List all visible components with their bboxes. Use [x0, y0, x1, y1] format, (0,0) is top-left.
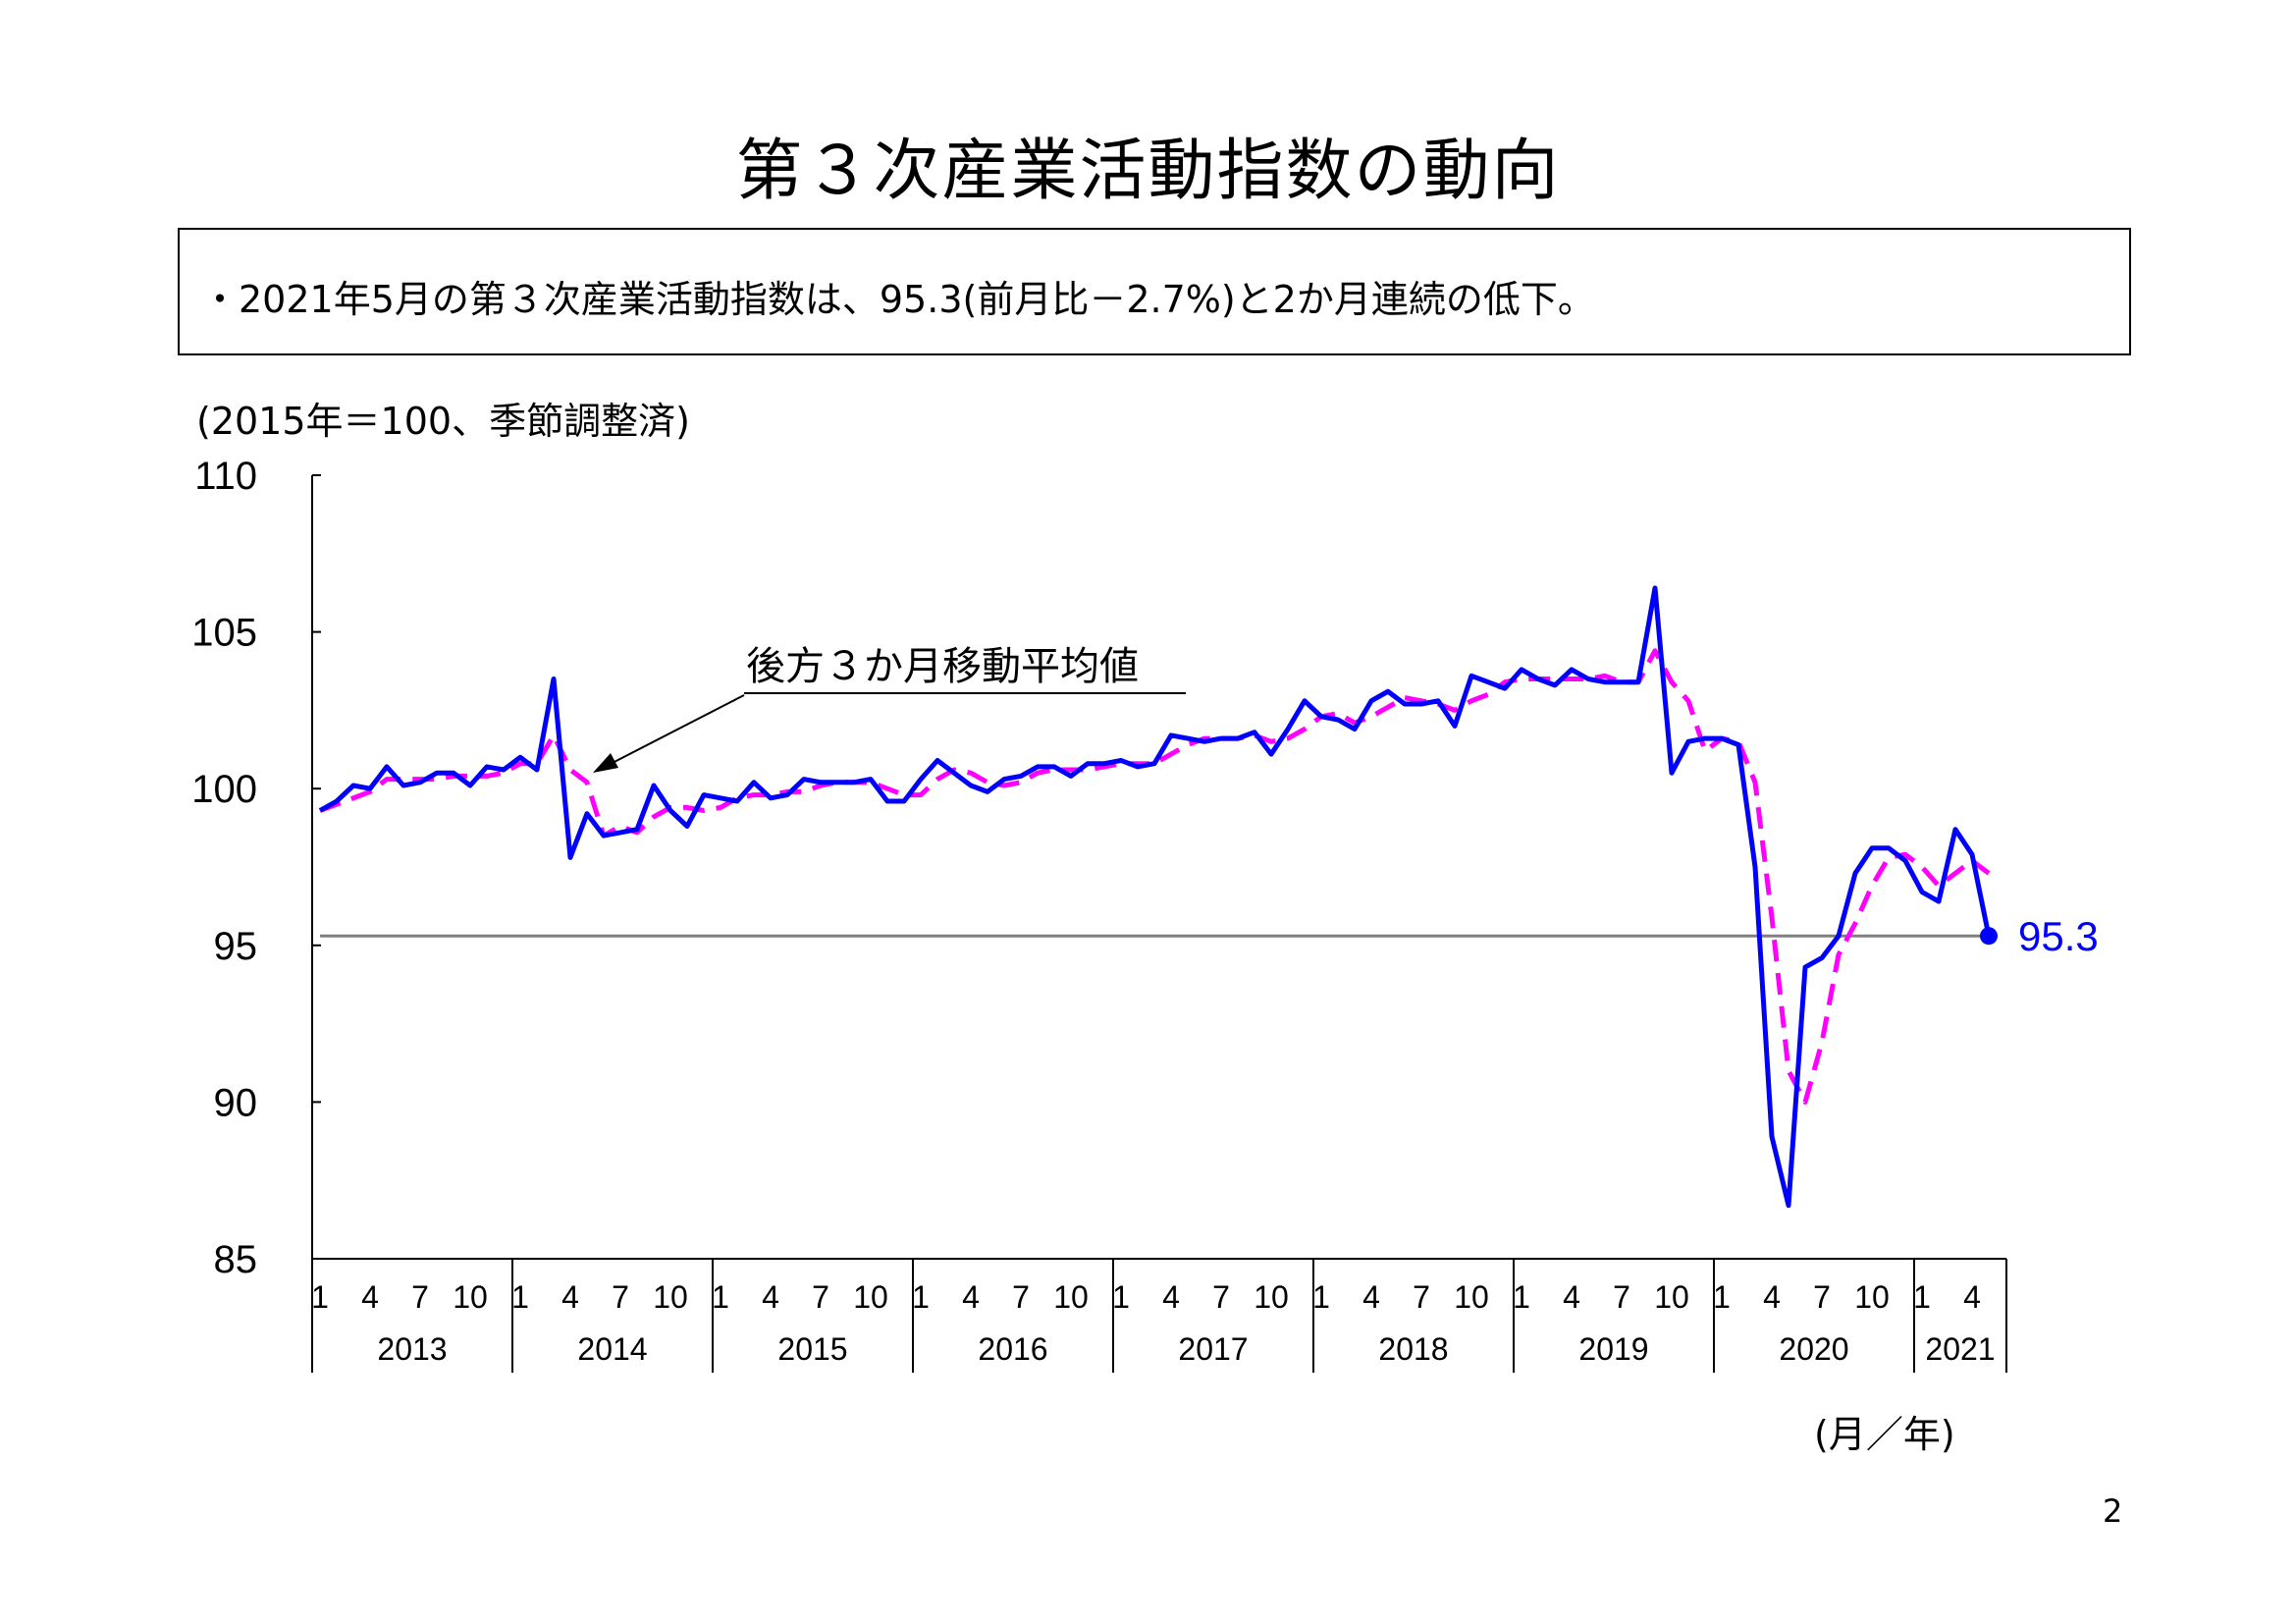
x-axis-unit-label: (月／年) — [1814, 1413, 1955, 1456]
summary-text: ・2021年5月の第３次産業活動指数は、95.3(前月比－2.7%)と2か月連続… — [201, 278, 1595, 321]
month-tick-label: 4 — [561, 1279, 579, 1315]
month-tick-label: 4 — [1763, 1279, 1781, 1315]
month-tick-label: 7 — [1212, 1279, 1230, 1315]
month-tick-label: 4 — [1563, 1279, 1580, 1315]
month-tick-label: 7 — [1813, 1279, 1831, 1315]
month-tick-label: 1 — [712, 1279, 729, 1315]
month-tick-label: 4 — [962, 1279, 980, 1315]
month-tick-label: 10 — [1854, 1279, 1890, 1315]
y-tick-label: 105 — [191, 612, 257, 655]
month-tick-label: 10 — [853, 1279, 888, 1315]
y-tick-label: 95 — [214, 925, 258, 968]
page-number: 2 — [2103, 1492, 2123, 1530]
index-line — [318, 585, 1992, 1209]
latest-value-marker — [1980, 927, 1998, 946]
month-tick-label: 10 — [1654, 1279, 1689, 1315]
month-tick-label: 1 — [1112, 1279, 1130, 1315]
month-tick-label: 4 — [1362, 1279, 1380, 1315]
month-tick-label: 4 — [361, 1279, 379, 1315]
summary-box: ・2021年5月の第３次産業活動指数は、95.3(前月比－2.7%)と2か月連続… — [178, 228, 2131, 355]
month-tick-label: 7 — [612, 1279, 629, 1315]
y-tick-label: 100 — [191, 768, 257, 811]
page-title: 第３次産業活動指数の動向 — [735, 133, 1561, 210]
year-label: 2014 — [577, 1331, 647, 1367]
year-label: 2020 — [1779, 1331, 1848, 1367]
y-tick-label: 85 — [214, 1238, 258, 1281]
y-axis-unit-note: (2015年＝100、季節調整済) — [196, 400, 690, 443]
year-label: 2019 — [1578, 1331, 1648, 1367]
month-tick-label: 7 — [1613, 1279, 1630, 1315]
month-tick-label: 1 — [912, 1279, 930, 1315]
month-tick-label: 1 — [1513, 1279, 1530, 1315]
month-tick-label: 4 — [1162, 1279, 1180, 1315]
year-label: 2017 — [1178, 1331, 1248, 1367]
year-label: 2015 — [777, 1331, 847, 1367]
moving-average-annotation: 後方３か月移動平均値 — [746, 645, 1139, 688]
month-tick-label: 1 — [311, 1279, 329, 1315]
month-tick-label: 7 — [812, 1279, 829, 1315]
annotation-arrow-line — [606, 694, 745, 767]
month-tick-label: 10 — [453, 1279, 488, 1315]
moving-average-line — [319, 648, 1991, 1105]
year-label: 2016 — [978, 1331, 1047, 1367]
y-tick-label: 110 — [194, 455, 257, 498]
month-tick-label: 1 — [1913, 1279, 1931, 1315]
month-tick-label: 10 — [1254, 1279, 1289, 1315]
year-label: 2018 — [1378, 1331, 1448, 1367]
latest-value-label: 95.3 — [2018, 913, 2099, 959]
month-tick-label: 10 — [653, 1279, 688, 1315]
month-tick-label: 7 — [1012, 1279, 1030, 1315]
month-tick-label: 1 — [1713, 1279, 1731, 1315]
year-label: 2021 — [1925, 1331, 1995, 1367]
month-tick-label: 4 — [1963, 1279, 1981, 1315]
month-tick-label: 7 — [1413, 1279, 1430, 1315]
month-tick-label: 1 — [1312, 1279, 1330, 1315]
month-tick-label: 10 — [1053, 1279, 1089, 1315]
y-tick-label: 90 — [214, 1081, 258, 1124]
annotation-arrowhead — [593, 753, 618, 773]
month-tick-label: 7 — [411, 1279, 429, 1315]
month-tick-label: 1 — [511, 1279, 529, 1315]
year-label: 2013 — [377, 1331, 447, 1367]
month-tick-label: 10 — [1454, 1279, 1489, 1315]
month-tick-label: 4 — [762, 1279, 779, 1315]
